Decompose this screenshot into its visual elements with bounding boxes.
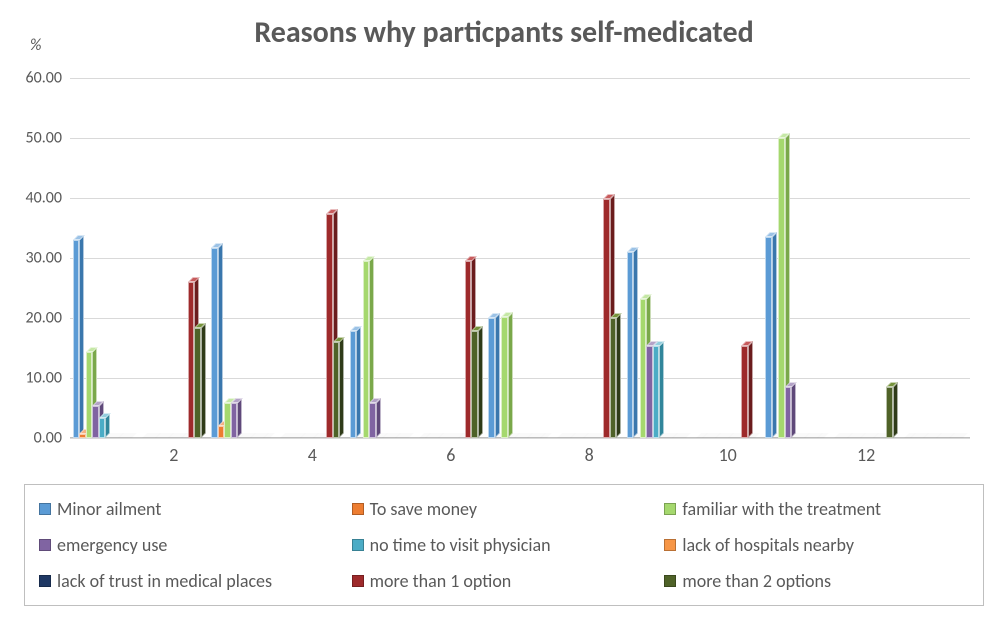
- legend-label: no time to visit physician: [370, 534, 551, 556]
- x-tick-label: 8: [585, 438, 594, 466]
- bar: [610, 318, 617, 438]
- y-tick-label: 0.00: [34, 429, 70, 448]
- legend-swatch: [664, 575, 676, 587]
- bar: [73, 240, 80, 438]
- bar: [86, 352, 93, 438]
- bar: [99, 418, 106, 438]
- legend-swatch: [352, 539, 364, 551]
- y-axis-label: %: [30, 36, 41, 55]
- legend-label: lack of trust in medical places: [57, 570, 272, 592]
- bar: [785, 387, 792, 438]
- legend-item: lack of hospitals nearby: [664, 534, 969, 556]
- legend-item: lack of trust in medical places: [39, 570, 344, 592]
- bar: [741, 346, 748, 438]
- x-tick-label: 10: [719, 438, 737, 466]
- legend-swatch: [664, 503, 676, 515]
- legend-label: familiar with the treatment: [682, 498, 881, 520]
- legend-label: To save money: [370, 498, 477, 520]
- y-tick-label: 20.00: [26, 309, 70, 328]
- grid-line: [70, 318, 970, 319]
- legend-item: emergency use: [39, 534, 344, 556]
- legend-swatch: [664, 539, 676, 551]
- legend-item: more than 1 option: [352, 570, 657, 592]
- legend-label: more than 2 options: [682, 570, 831, 592]
- legend-item: no time to visit physician: [352, 534, 657, 556]
- legend-swatch: [352, 503, 364, 515]
- x-tick-label: 6: [446, 438, 455, 466]
- chart-title: Reasons why particpants self-medicated: [0, 14, 1008, 51]
- grid-line: [70, 198, 970, 199]
- grid-line: [70, 438, 970, 439]
- legend: Minor ailment To save money familiar with …: [24, 484, 984, 606]
- legend-item: more than 2 options: [664, 570, 969, 592]
- bar: [886, 387, 893, 438]
- bar: [653, 346, 660, 438]
- y-tick-label: 40.00: [26, 189, 70, 208]
- bar: [465, 261, 472, 438]
- y-tick-label: 10.00: [26, 369, 70, 388]
- grid-line: [70, 258, 970, 259]
- legend-label: emergency use: [57, 534, 167, 556]
- bar: [471, 331, 478, 438]
- y-tick-label: 30.00: [26, 249, 70, 268]
- grid-line: [70, 138, 970, 139]
- plot-area: 0.0010.0020.0030.0040.0050.0060.00246810…: [70, 78, 970, 438]
- legend-swatch: [39, 503, 51, 515]
- bar: [333, 342, 340, 438]
- bar: [488, 318, 495, 438]
- bar: [194, 328, 201, 438]
- bar: [369, 403, 376, 438]
- legend-swatch: [39, 539, 51, 551]
- bar: [231, 403, 238, 438]
- y-tick-label: 60.00: [26, 69, 70, 88]
- legend-label: lack of hospitals nearby: [682, 534, 854, 556]
- x-tick-label: 2: [169, 438, 178, 466]
- legend-item: Minor ailment: [39, 498, 344, 520]
- y-tick-label: 50.00: [26, 129, 70, 148]
- x-tick-label: 4: [308, 438, 317, 466]
- grid-line: [70, 78, 970, 79]
- bar: [627, 252, 634, 438]
- x-tick-label: 12: [857, 438, 875, 466]
- legend-item: To save money: [352, 498, 657, 520]
- chart-container: Reasons why particpants self-medicated %…: [0, 0, 1008, 622]
- legend-item: familiar with the treatment: [664, 498, 969, 520]
- bar: [501, 317, 508, 438]
- bar: [350, 331, 357, 438]
- legend-label: Minor ailment: [57, 498, 161, 520]
- bar: [778, 138, 785, 438]
- bar: [211, 248, 218, 438]
- legend-swatch: [352, 575, 364, 587]
- legend-label: more than 1 option: [370, 570, 512, 592]
- legend-swatch: [39, 575, 51, 587]
- bar: [765, 237, 772, 438]
